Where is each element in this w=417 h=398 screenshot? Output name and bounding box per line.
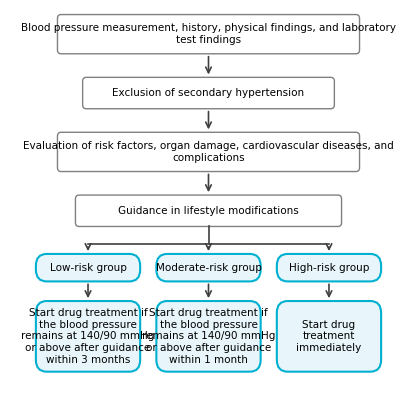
- FancyBboxPatch shape: [58, 132, 359, 172]
- FancyBboxPatch shape: [277, 301, 381, 372]
- FancyBboxPatch shape: [277, 254, 381, 281]
- FancyBboxPatch shape: [83, 77, 334, 109]
- FancyBboxPatch shape: [156, 301, 261, 372]
- Text: Start drug treatment if
the blood pressure
remains at 140/90 mmHg
or above after: Start drug treatment if the blood pressu…: [21, 308, 155, 365]
- FancyBboxPatch shape: [156, 254, 261, 281]
- Text: Low-risk group: Low-risk group: [50, 263, 126, 273]
- FancyBboxPatch shape: [36, 301, 140, 372]
- Text: Exclusion of secondary hypertension: Exclusion of secondary hypertension: [113, 88, 304, 98]
- Text: High-risk group: High-risk group: [289, 263, 369, 273]
- Text: Moderate-risk group: Moderate-risk group: [156, 263, 261, 273]
- FancyBboxPatch shape: [36, 254, 140, 281]
- FancyBboxPatch shape: [75, 195, 342, 226]
- Text: Start drug treatment if
the blood pressure
remains at 140/90 mmHg
or above after: Start drug treatment if the blood pressu…: [142, 308, 275, 365]
- Text: Blood pressure measurement, history, physical findings, and laboratory
test find: Blood pressure measurement, history, phy…: [21, 23, 396, 45]
- FancyBboxPatch shape: [58, 15, 359, 54]
- Text: Start drug
treatment
immediately: Start drug treatment immediately: [296, 320, 362, 353]
- Text: Guidance in lifestyle modifications: Guidance in lifestyle modifications: [118, 206, 299, 216]
- Text: Evaluation of risk factors, organ damage, cardiovascular diseases, and
complicat: Evaluation of risk factors, organ damage…: [23, 141, 394, 163]
